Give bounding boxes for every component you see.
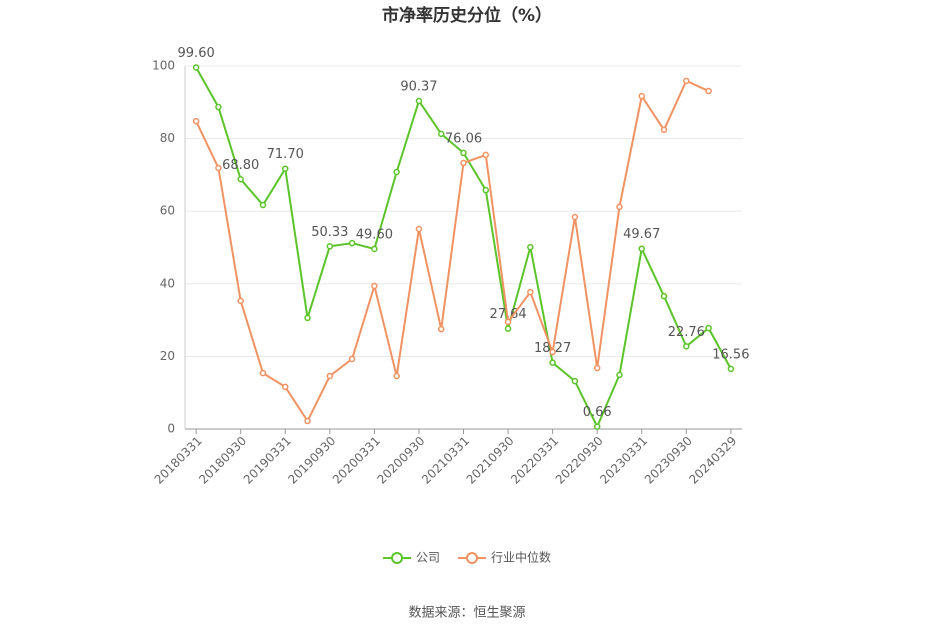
y-tick-label: 80 — [160, 131, 175, 145]
point — [237, 297, 244, 305]
point — [638, 92, 645, 100]
source: 数据来源：恒生聚源 — [408, 606, 525, 621]
point — [683, 343, 690, 350]
point — [393, 168, 400, 176]
point — [705, 87, 712, 95]
point — [460, 149, 467, 157]
point — [304, 314, 311, 322]
point — [326, 372, 334, 380]
point — [237, 176, 244, 183]
legend-marker — [466, 552, 479, 564]
point — [415, 225, 423, 233]
point — [660, 292, 668, 300]
point — [549, 359, 556, 366]
point — [304, 417, 311, 425]
data-label: 71.70 — [267, 147, 304, 162]
point — [282, 383, 289, 391]
data-label: 22.76 — [668, 325, 705, 340]
point — [593, 423, 601, 430]
point — [482, 186, 490, 194]
point — [192, 64, 200, 71]
point — [616, 203, 623, 211]
point — [437, 325, 445, 333]
point — [348, 355, 356, 363]
y-tick-label: 0 — [167, 422, 175, 436]
point — [504, 325, 512, 332]
data-label: 49.60 — [356, 227, 393, 242]
point — [415, 97, 423, 105]
data-label: 76.06 — [445, 131, 482, 146]
point — [593, 364, 601, 372]
data-label: 90.37 — [400, 79, 437, 94]
point — [504, 318, 512, 326]
point — [705, 324, 712, 332]
y-tick-label: 60 — [160, 204, 175, 218]
chart-title: 市净率历史分位（%） — [382, 5, 552, 26]
point — [638, 245, 645, 252]
y-tick-label: 20 — [160, 349, 175, 363]
point — [348, 239, 356, 247]
point — [616, 371, 623, 379]
legend-label: 行业中位数 — [491, 550, 551, 565]
point — [482, 151, 490, 159]
point — [460, 159, 467, 167]
data-label: 16.56 — [712, 347, 749, 362]
point — [727, 365, 735, 373]
series-line — [195, 66, 732, 429]
y-tick-label: 100 — [152, 59, 175, 73]
point — [527, 288, 534, 296]
point — [215, 164, 222, 172]
y-tick-label: 40 — [160, 276, 175, 290]
legend-label: 公司 — [416, 551, 440, 565]
data-label: 68.80 — [222, 158, 259, 173]
data-label: 99.60 — [178, 46, 215, 61]
legend-marker — [391, 552, 403, 564]
point — [571, 377, 579, 385]
point — [527, 243, 534, 251]
point — [371, 282, 378, 290]
data-label: 0.66 — [583, 405, 612, 420]
point — [371, 245, 378, 253]
point — [393, 372, 400, 380]
point — [192, 117, 200, 125]
point — [660, 126, 668, 134]
point — [326, 243, 334, 250]
point — [282, 165, 289, 172]
point — [215, 103, 222, 111]
point — [549, 348, 556, 356]
data-label: 50.33 — [311, 225, 348, 240]
point — [437, 130, 445, 138]
x-tick-label: 20240329 — [686, 434, 739, 487]
data-label: 49.67 — [623, 227, 660, 242]
point — [571, 213, 579, 221]
point — [259, 369, 267, 377]
point — [259, 201, 267, 209]
series-line — [195, 79, 709, 424]
point — [683, 77, 690, 85]
